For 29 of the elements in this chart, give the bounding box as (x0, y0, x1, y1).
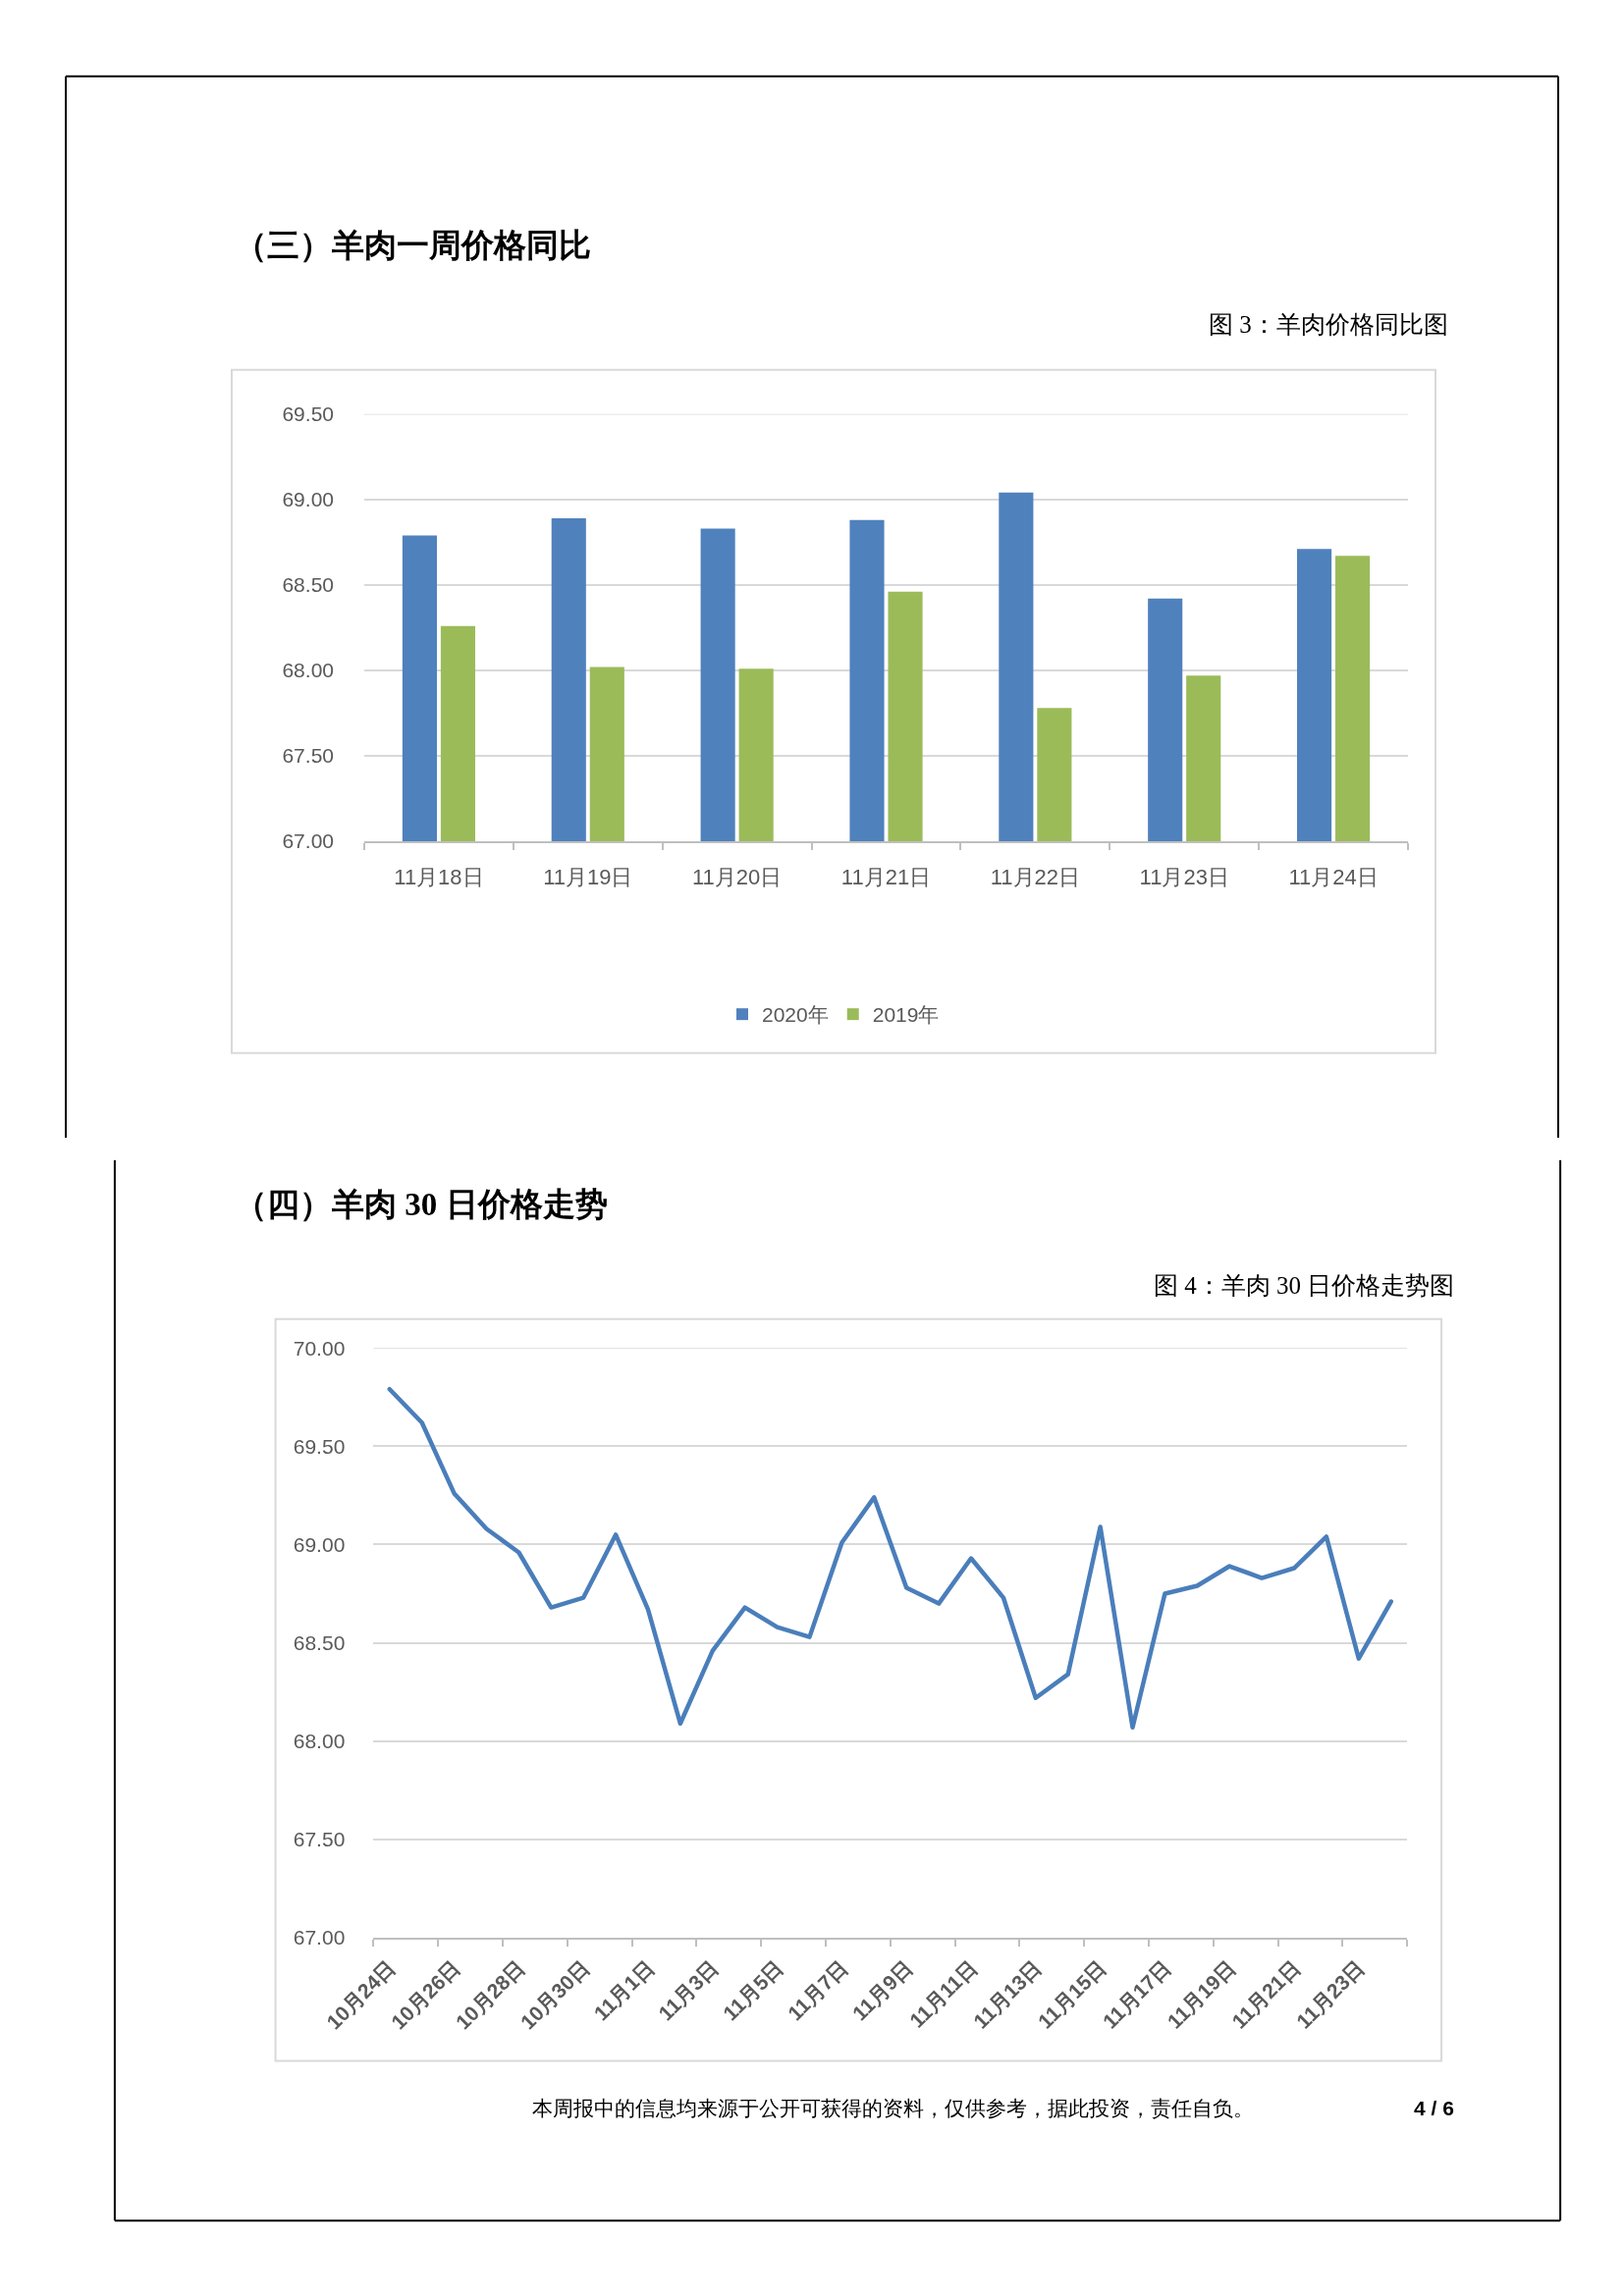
chart-subtitle: 图 3：羊肉价格同比图 (1209, 311, 1448, 338)
y-tick-label: 69.50 (282, 402, 334, 426)
chart-title: （三）羊肉一周价格同比 (235, 227, 591, 263)
x-tick-label: 11月20日 (691, 865, 783, 890)
x-tick-label: 11月19日 (543, 865, 633, 890)
y-tick-label: 67.00 (282, 829, 334, 853)
x-tick-label: 11月23日 (1139, 865, 1229, 890)
x-tick-label: 11月18日 (394, 865, 484, 890)
y-tick-label: 68.00 (282, 659, 334, 682)
text: 本周报中的信息均来源于公开可获得的资料，仅供参考，据此投资，责任自负。 (532, 2097, 1254, 2120)
y-tick-label: 67.00 (293, 1926, 346, 1949)
y-tick-label: 69.00 (282, 488, 334, 511)
text: 4 / 6 (1414, 2097, 1454, 2119)
chart-title: （四）羊肉 30 日价格走势 (235, 1186, 608, 1222)
x-tick-label: 11月22日 (990, 865, 1081, 890)
y-tick-label: 68.50 (293, 1630, 346, 1654)
legend-label: 2020年 (762, 1003, 829, 1027)
x-tick-label: 11月24日 (1288, 865, 1379, 890)
x-tick-label: 11月21日 (840, 865, 932, 890)
y-tick-label: 68.00 (293, 1730, 346, 1753)
y-tick-label: 68.50 (282, 573, 334, 597)
line-series (387, 1386, 1393, 1731)
legend-label: 2019年 (872, 1003, 940, 1027)
y-tick-label: 70.00 (293, 1336, 346, 1360)
y-tick-label: 69.50 (293, 1434, 346, 1458)
y-tick-label: 69.00 (293, 1532, 346, 1556)
chart-subtitle: 图 4：羊肉 30 日价格走势图 (1154, 1272, 1455, 1299)
y-tick-label: 67.50 (282, 744, 334, 768)
y-tick-label: 67.50 (293, 1828, 346, 1851)
